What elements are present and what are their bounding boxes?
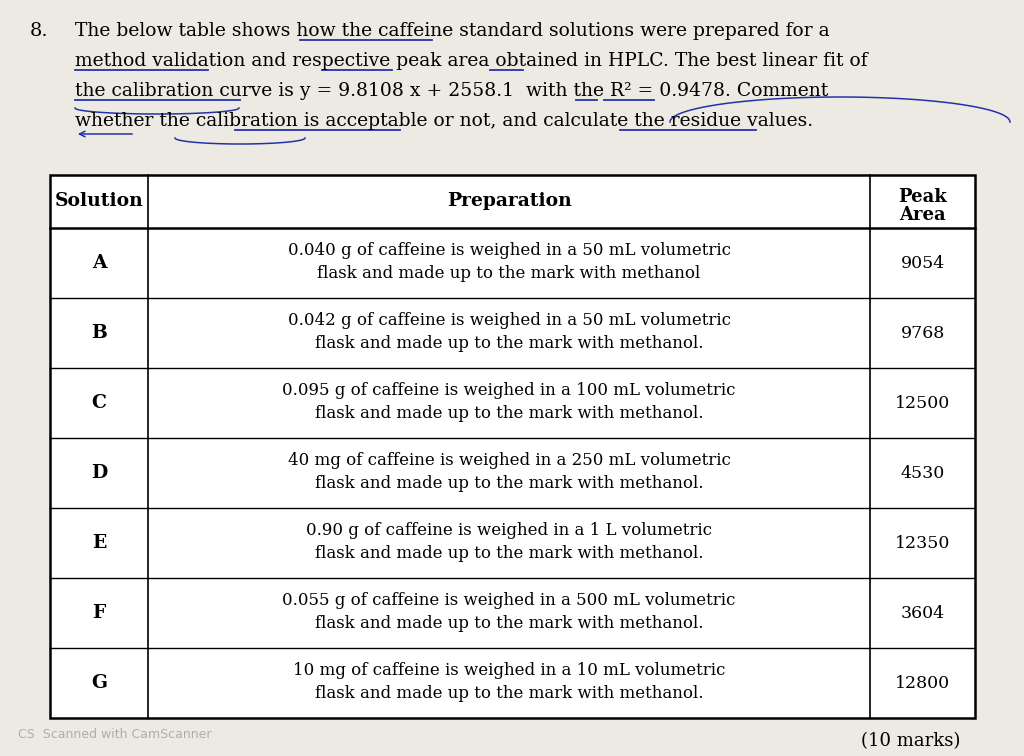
Text: Peak: Peak <box>898 187 947 206</box>
Text: 12800: 12800 <box>895 674 950 692</box>
Text: 0.095 g of caffeine is weighed in a 100 mL volumetric
flask and made up to the m: 0.095 g of caffeine is weighed in a 100 … <box>283 382 736 422</box>
Text: whether the calibration is acceptable or not, and calculate the residue values.: whether the calibration is acceptable or… <box>75 112 813 130</box>
Text: The below table shows how the caffeine standard solutions were prepared for a: The below table shows how the caffeine s… <box>75 22 829 40</box>
Text: 40 mg of caffeine is weighed in a 250 mL volumetric
flask and made up to the mar: 40 mg of caffeine is weighed in a 250 mL… <box>288 452 730 492</box>
Text: 10 mg of caffeine is weighed in a 10 mL volumetric
flask and made up to the mark: 10 mg of caffeine is weighed in a 10 mL … <box>293 662 725 702</box>
Text: CS  Scanned with CamScanner: CS Scanned with CamScanner <box>18 728 212 741</box>
Text: Area: Area <box>899 206 946 224</box>
Text: Preparation: Preparation <box>446 193 571 210</box>
Text: Solution: Solution <box>54 193 143 210</box>
Text: G: G <box>91 674 106 692</box>
Text: B: B <box>91 324 106 342</box>
Text: the calibration curve is y = 9.8108 x + 2558.1  with the R² = 0.9478. Comment: the calibration curve is y = 9.8108 x + … <box>75 82 828 100</box>
Text: 0.055 g of caffeine is weighed in a 500 mL volumetric
flask and made up to the m: 0.055 g of caffeine is weighed in a 500 … <box>283 592 735 632</box>
Text: F: F <box>92 604 105 622</box>
Text: A: A <box>92 254 106 272</box>
Text: 0.040 g of caffeine is weighed in a 50 mL volumetric
flask and made up to the ma: 0.040 g of caffeine is weighed in a 50 m… <box>288 242 730 282</box>
Text: C: C <box>91 394 106 412</box>
Text: 4530: 4530 <box>900 464 944 482</box>
Text: (10 marks): (10 marks) <box>860 732 961 750</box>
Text: 12500: 12500 <box>895 395 950 411</box>
Bar <box>50 175 975 718</box>
Text: 8.: 8. <box>30 22 48 40</box>
Text: 9054: 9054 <box>900 255 944 271</box>
Text: method validation and respective peak area obtained in HPLC. The best linear fit: method validation and respective peak ar… <box>75 52 867 70</box>
Text: 0.90 g of caffeine is weighed in a 1 L volumetric
flask and made up to the mark : 0.90 g of caffeine is weighed in a 1 L v… <box>306 522 712 562</box>
Text: 3604: 3604 <box>900 605 944 621</box>
Text: 0.042 g of caffeine is weighed in a 50 mL volumetric
flask and made up to the ma: 0.042 g of caffeine is weighed in a 50 m… <box>288 312 730 352</box>
Bar <box>50 175 975 718</box>
Text: D: D <box>91 464 108 482</box>
Text: 12350: 12350 <box>895 534 950 551</box>
Text: E: E <box>92 534 106 552</box>
Text: 9768: 9768 <box>900 324 944 342</box>
